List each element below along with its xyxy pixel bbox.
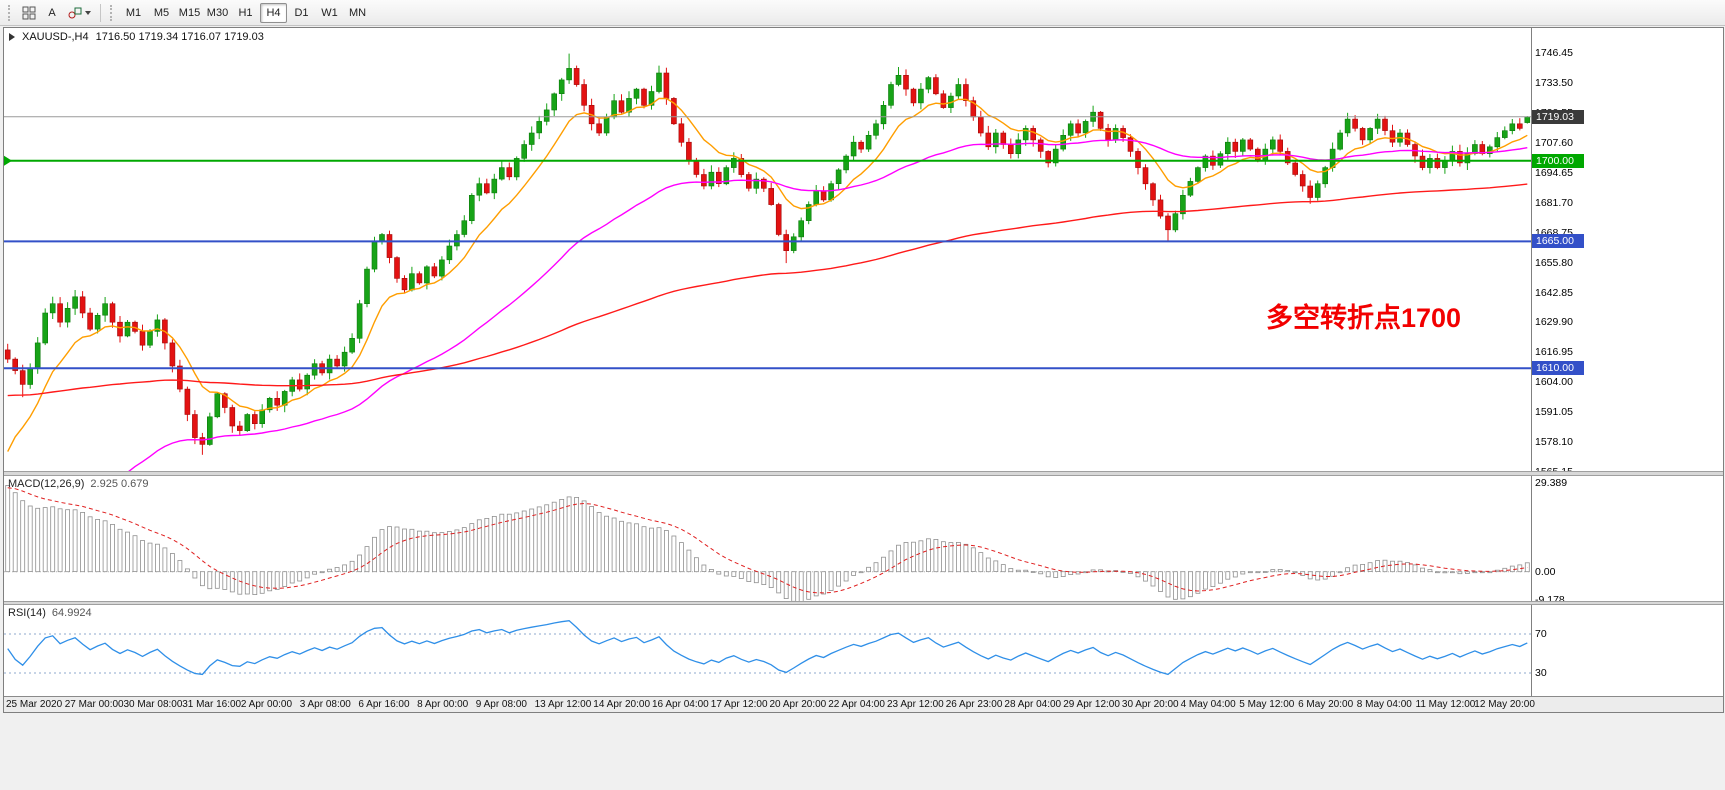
rsi-axis-label: 30 — [1535, 667, 1547, 679]
chart-annotation[interactable]: 多空转折点1700 — [1266, 303, 1462, 333]
price-axis-label: 1733.50 — [1535, 77, 1573, 90]
candlestick-plot[interactable] — [4, 28, 1531, 471]
timeframe-mn[interactable]: MN — [348, 6, 367, 19]
time-axis-label: 4 May 04:00 — [1180, 699, 1236, 710]
time-axis-label: 9 Apr 08:00 — [475, 699, 527, 710]
time-axis-label: 2 Apr 00:00 — [240, 699, 293, 710]
toolbar-grip[interactable] — [110, 4, 115, 21]
timeframe-m15[interactable]: M15 — [178, 6, 201, 19]
chevron-down-icon — [85, 10, 91, 15]
tile-windows-icon — [22, 6, 36, 19]
toolbar-separator — [100, 3, 101, 22]
price-axis-label: 1707.60 — [1535, 137, 1573, 150]
rsi-plot[interactable] — [4, 605, 1531, 696]
text-label-icon: A — [48, 6, 56, 19]
time-axis-label: 11 May 12:00 — [1415, 699, 1476, 710]
panel-splitter[interactable] — [4, 601, 1723, 605]
time-axis-label: 28 Apr 04:00 — [1004, 699, 1062, 710]
timeframe-d1[interactable]: D1 — [294, 6, 309, 19]
drawing-objects-icon — [68, 7, 82, 18]
timeframe-h4[interactable]: H4 — [260, 2, 287, 23]
drawing-objects-button[interactable] — [64, 3, 95, 23]
hline-price-badge: 1665.00 — [1532, 234, 1584, 249]
price-axis-label: 1629.90 — [1535, 316, 1573, 329]
time-axis-label: 25 Mar 2020 — [6, 699, 63, 710]
time-axis-label: 30 Mar 08:00 — [123, 699, 183, 710]
time-axis-label: 26 Apr 23:00 — [945, 699, 1003, 710]
rsi-panel[interactable]: RSI(14) 64.9924 — [4, 605, 1531, 696]
rsi-name: RSI(14) — [8, 607, 46, 619]
time-axis-label: 14 Apr 20:00 — [593, 699, 651, 710]
price-axis-label: 1578.10 — [1535, 435, 1573, 448]
macd-axis-label: 0.00 — [1535, 565, 1556, 578]
chart-title: XAUUSD-,H4 1716.50 1719.34 1716.07 1719.… — [9, 31, 264, 43]
chart-window: XAUUSD-,H4 1716.50 1719.34 1716.07 1719.… — [3, 27, 1724, 713]
hline-price-badge: 1700.00 — [1532, 153, 1584, 168]
macd-panel[interactable]: MACD(12,26,9) 2.925 0.679 — [4, 476, 1531, 601]
price-axis-label: 1604.00 — [1535, 376, 1573, 389]
bid-price-badge: 1719.03 — [1532, 109, 1584, 124]
window-bottom-area — [0, 714, 1725, 790]
time-axis-label: 27 Mar 00:00 — [64, 699, 124, 710]
rsi-label: RSI(14) 64.9924 — [8, 607, 92, 619]
macd-name: MACD(12,26,9) — [8, 478, 85, 490]
timeframe-m5[interactable]: M5 — [153, 6, 170, 19]
time-axis-label: 8 May 04:00 — [1356, 699, 1412, 710]
chart-symbol-label: XAUUSD-,H4 — [22, 31, 89, 43]
time-axis-label: 20 Apr 20:00 — [769, 699, 827, 710]
time-axis-label: 3 Apr 08:00 — [299, 699, 351, 710]
time-axis[interactable]: 25 Mar 2020 27 Mar 00:00 30 Mar 08:00 31 Ma… — [4, 696, 1723, 712]
text-label-button[interactable]: A — [41, 3, 63, 23]
timeframe-m1[interactable]: M1 — [125, 6, 142, 19]
time-axis-label: 13 Apr 12:00 — [534, 699, 592, 710]
time-axis-label: 29 Apr 12:00 — [1063, 699, 1120, 710]
panel-splitter[interactable] — [4, 471, 1723, 476]
price-axis-label: 1616.95 — [1535, 346, 1573, 359]
time-axis-label: 22 Apr 04:00 — [828, 699, 885, 710]
macd-label: MACD(12,26,9) 2.925 0.679 — [8, 478, 149, 490]
timeframe-m30[interactable]: M30 — [206, 6, 229, 19]
macd-plot[interactable] — [4, 476, 1531, 601]
toolbar-grip[interactable] — [8, 4, 13, 21]
time-axis-label: 17 Apr 12:00 — [710, 699, 768, 710]
time-axis-label: 6 Apr 16:00 — [358, 699, 410, 710]
chart-ohlc-label: 1716.50 1719.34 1716.07 1719.03 — [95, 31, 264, 43]
rsi-axis-label: 70 — [1535, 628, 1547, 640]
tile-windows-button[interactable] — [18, 3, 40, 23]
time-axis-label: 16 Apr 04:00 — [652, 699, 709, 710]
macd-values: 2.925 0.679 — [90, 478, 149, 490]
timeframe-w1[interactable]: W1 — [321, 6, 338, 19]
price-axis-label: 1655.80 — [1535, 256, 1573, 269]
toolbar: A M1 M5 M15 M30 H1 H4 D1 W1 MN — [0, 0, 1725, 26]
price-axis-label: 1694.65 — [1535, 167, 1573, 179]
price-axis-label: 1642.85 — [1535, 286, 1573, 299]
time-axis-label: 5 May 12:00 — [1239, 699, 1295, 710]
hline-price-badge: 1610.00 — [1532, 361, 1584, 376]
price-axis-label: 1681.70 — [1535, 196, 1573, 209]
time-axis-label: 23 Apr 12:00 — [887, 699, 944, 710]
timeframe-h1[interactable]: H1 — [238, 6, 253, 19]
rsi-value: 64.9924 — [51, 607, 92, 619]
time-axis-label: 6 May 20:00 — [1298, 699, 1354, 710]
one-click-trading-toggle-icon[interactable] — [9, 33, 15, 41]
price-chart[interactable]: XAUUSD-,H4 1716.50 1719.34 1716.07 1719.… — [4, 28, 1531, 471]
time-axis-label: 12 May 20:00 — [1474, 699, 1535, 710]
price-scale[interactable]: 1746.451733.501720.551707.601694.651681.… — [1531, 28, 1723, 712]
time-axis-label: 31 Mar 16:00 — [182, 699, 242, 710]
price-axis-label: 1746.45 — [1535, 47, 1573, 60]
macd-axis-label: 29.389 — [1535, 477, 1568, 489]
price-axis-label: 1591.05 — [1535, 406, 1573, 419]
time-axis-label: 8 Apr 00:00 — [417, 699, 469, 710]
time-axis-label: 30 Apr 20:00 — [1121, 699, 1179, 710]
